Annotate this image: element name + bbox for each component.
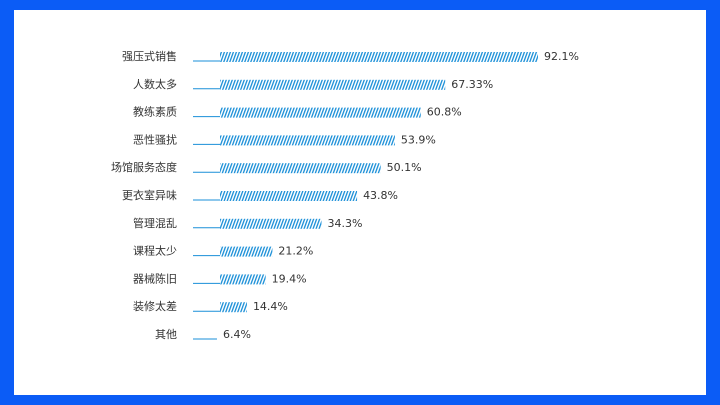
category-label: 更衣室异味 xyxy=(122,188,177,202)
value-label: 53.9% xyxy=(401,133,436,146)
value-label: 92.1% xyxy=(544,50,579,63)
frame: 强压式销售 92.1% 人数太多 67.33% 教练素质 60.8% 恶性骚扰 53.9% 场馆… xyxy=(14,10,706,395)
bar xyxy=(193,52,538,62)
value-label: 6.4% xyxy=(223,328,251,341)
category-label: 器械陈旧 xyxy=(133,271,177,285)
value-label: 19.4% xyxy=(272,272,307,285)
value-label: 14.4% xyxy=(253,300,288,313)
category-label: 其他 xyxy=(155,328,177,341)
value-label: 60.8% xyxy=(427,106,462,119)
category-label: 管理混乱 xyxy=(133,216,177,230)
bar xyxy=(193,191,358,201)
bar xyxy=(193,135,395,146)
category-label: 人数太多 xyxy=(133,77,177,91)
chart: 强压式销售 92.1% 人数太多 67.33% 教练素质 60.8% 恶性骚扰 53.9% 场馆… xyxy=(111,49,579,341)
value-label: 34.3% xyxy=(327,217,362,230)
bar xyxy=(193,302,247,313)
bar xyxy=(193,218,322,229)
value-label: 21.2% xyxy=(278,245,313,258)
bar xyxy=(193,274,266,285)
category-label: 场馆服务态度 xyxy=(111,160,177,174)
value-label: 50.1% xyxy=(387,161,422,174)
value-label: 43.8% xyxy=(363,189,398,202)
bar xyxy=(193,79,446,90)
category-label: 恶性骚扰 xyxy=(133,132,177,146)
bar xyxy=(193,246,273,257)
category-label: 强压式销售 xyxy=(122,49,177,63)
bar xyxy=(193,163,381,174)
value-label: 67.33% xyxy=(451,78,493,91)
bar xyxy=(193,107,421,118)
category-label: 装修太差 xyxy=(133,299,177,313)
category-label: 课程太少 xyxy=(133,245,177,258)
category-label: 教练素质 xyxy=(133,105,177,119)
